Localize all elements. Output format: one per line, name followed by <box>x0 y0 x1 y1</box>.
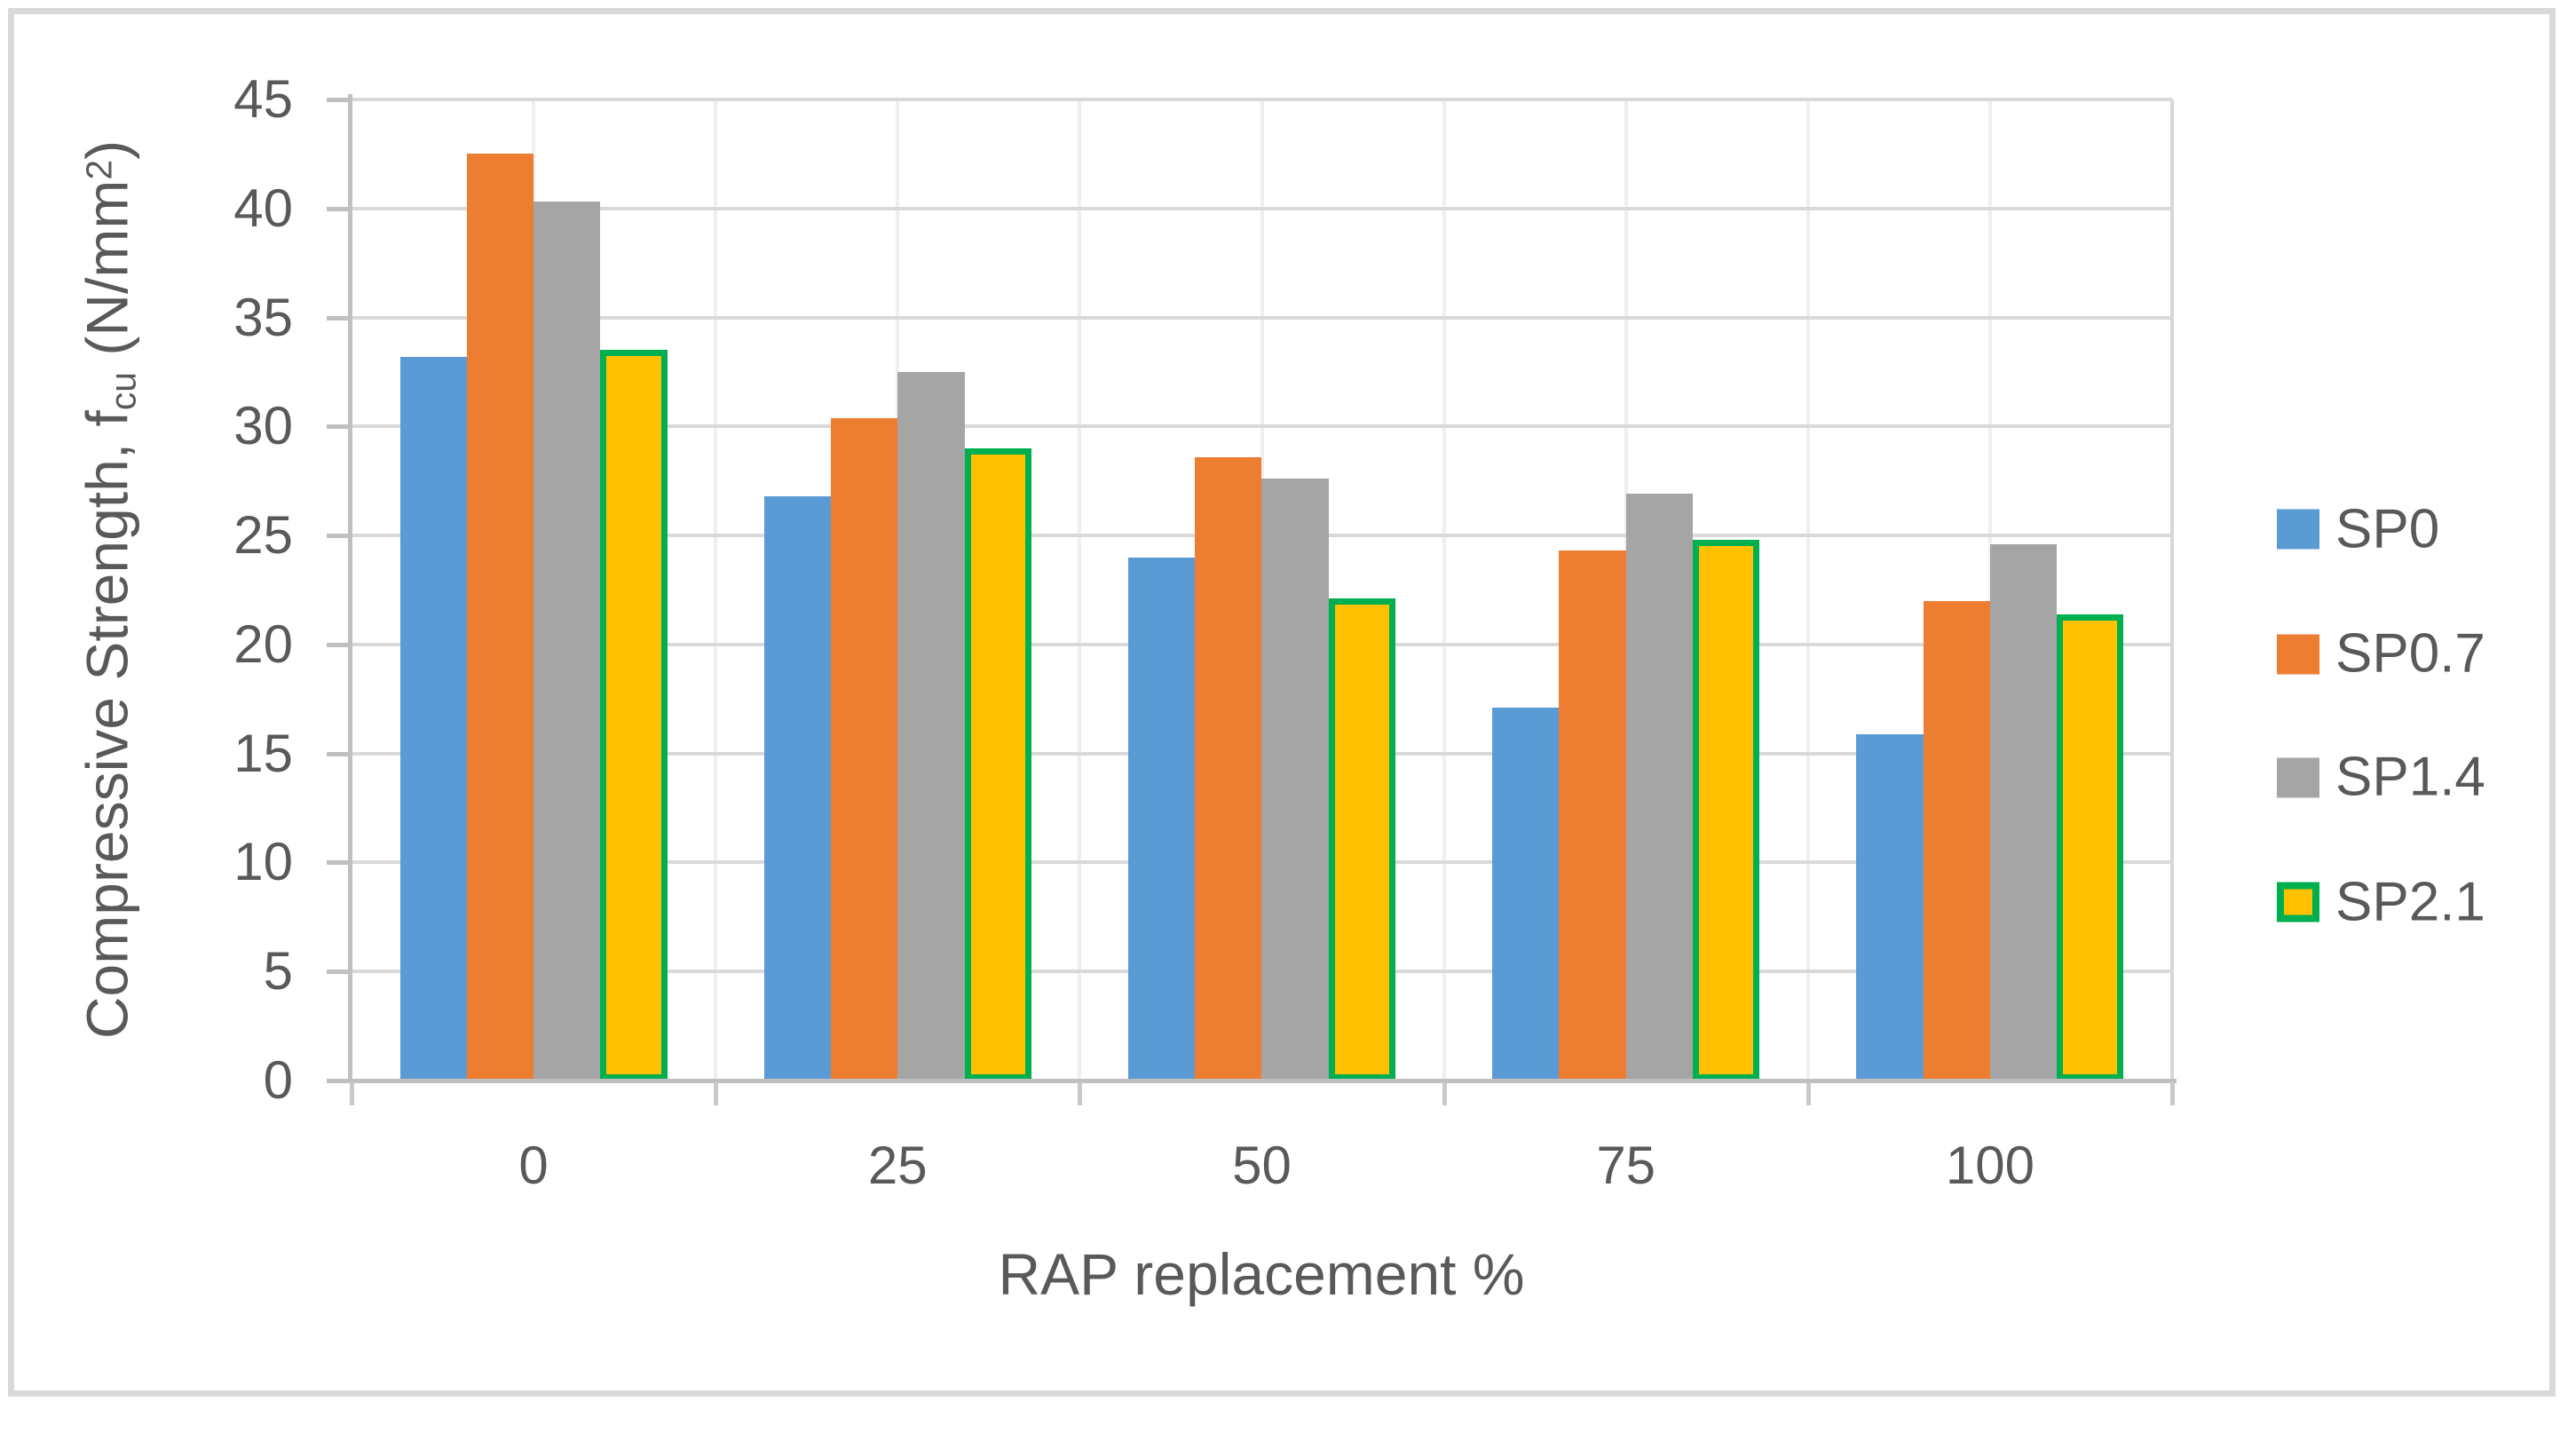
y-axis-title-text: ) <box>74 139 140 160</box>
bar-SP1.4-at-0 <box>533 202 601 1081</box>
y-tick-label-40: 40 <box>233 178 293 238</box>
bar-SP1.4-at-75 <box>1625 494 1693 1081</box>
legend-label-SP2.1: SP2.1 <box>2335 871 2485 932</box>
x-tick-label-0: 0 <box>518 1136 549 1195</box>
y-axis-line <box>348 94 352 1083</box>
gridline-horizontal <box>352 206 2172 210</box>
y-tick-mark <box>327 860 350 866</box>
bar-SP0.7-at-75 <box>1559 550 1626 1081</box>
x-tick-mark <box>1078 1082 1083 1105</box>
x-tick-label-50: 50 <box>1232 1136 1292 1195</box>
legend-swatch-SP2.1 <box>2277 882 2319 922</box>
y-tick-label-0: 0 <box>263 1050 293 1110</box>
x-tick-label-100: 100 <box>1945 1136 2035 1195</box>
x-tick-mark <box>1806 1082 1811 1105</box>
bar-group-50 <box>1079 99 1443 1081</box>
y-tick-mark <box>327 970 350 975</box>
y-tick-mark <box>327 98 350 102</box>
gridline-vertical <box>1078 99 1082 1081</box>
bar-group-0 <box>352 99 715 1081</box>
y-tick-label-10: 10 <box>233 832 293 892</box>
legend-swatch-SP0 <box>2277 509 2319 550</box>
y-tick-label-15: 15 <box>233 723 293 783</box>
gridline-horizontal <box>352 315 2172 320</box>
bar-SP0-at-0 <box>399 356 467 1081</box>
bar-SP0.7-at-0 <box>466 154 534 1081</box>
bar-SP2.1-at-0 <box>600 350 668 1081</box>
bar-SP2.1-at-75 <box>1692 540 1760 1081</box>
bar-group-100 <box>1808 99 2172 1081</box>
legend-item-SP0: SP0 <box>2277 502 2439 557</box>
y-tick-label-25: 25 <box>233 505 293 566</box>
bar-SP1.4-at-25 <box>897 371 965 1081</box>
legend-item-SP2.1: SP2.1 <box>2277 875 2485 930</box>
gridline-vertical <box>1806 99 1810 1081</box>
bar-SP0-at-100 <box>1856 733 1924 1081</box>
legend-swatch-SP1.4 <box>2277 757 2319 797</box>
x-tick-label-25: 25 <box>867 1136 928 1195</box>
gridline-horizontal <box>352 98 2172 101</box>
bar-SP2.1-at-25 <box>964 447 1031 1081</box>
legend-item-SP0.7: SP0.7 <box>2277 626 2485 681</box>
bar-SP2.1-at-100 <box>2057 614 2124 1081</box>
bar-group-75 <box>1444 99 1808 1081</box>
bar-groups <box>352 99 2172 1081</box>
bar-SP0-at-25 <box>763 495 831 1081</box>
x-tick-mark <box>2170 1082 2175 1105</box>
x-axis-title: RAP replacement % <box>998 1241 1525 1307</box>
y-tick-mark <box>327 1079 350 1083</box>
plot-area <box>352 98 2174 1081</box>
bar-SP0.7-at-100 <box>1923 600 1990 1081</box>
y-axis-title-superscript: 2 <box>78 159 120 180</box>
y-tick-label-5: 5 <box>263 941 293 1002</box>
bar-SP0-at-50 <box>1127 557 1196 1081</box>
y-tick-mark <box>327 534 350 539</box>
gridline-vertical <box>2170 99 2174 1081</box>
legend-item-SP1.4: SP1.4 <box>2277 749 2485 804</box>
bar-group-25 <box>715 99 1079 1081</box>
y-tick-label-20: 20 <box>233 614 293 674</box>
y-tick-label-30: 30 <box>233 396 293 456</box>
legend-swatch-SP0.7 <box>2277 634 2319 674</box>
bar-SP1.4-at-50 <box>1261 479 1329 1081</box>
y-tick-mark <box>327 751 350 756</box>
gridline-horizontal <box>352 424 2172 429</box>
y-tick-mark <box>327 206 350 211</box>
x-axis-line <box>348 1079 2177 1083</box>
bar-SP2.1-at-50 <box>1328 598 1396 1081</box>
x-tick-mark <box>1442 1082 1447 1105</box>
y-tick-label-45: 45 <box>233 69 293 129</box>
bar-SP1.4-at-100 <box>1989 543 2058 1081</box>
legend-label-SP0: SP0 <box>2335 498 2440 559</box>
legend-label-SP1.4: SP1.4 <box>2335 746 2485 808</box>
bar-SP0.7-at-25 <box>831 417 898 1081</box>
legend-label-SP0.7: SP0.7 <box>2335 622 2485 685</box>
y-tick-mark <box>327 315 350 321</box>
x-tick-mark <box>350 1082 354 1105</box>
y-tick-mark <box>327 424 350 430</box>
x-tick-mark <box>714 1082 719 1105</box>
gridline-vertical <box>1442 99 1446 1081</box>
gridline-vertical <box>714 99 718 1081</box>
bar-SP0.7-at-50 <box>1195 456 1262 1081</box>
y-tick-label-35: 35 <box>233 287 293 347</box>
bar-SP0-at-75 <box>1492 708 1560 1081</box>
y-axis-title: Compressive Strength, fcu (N/mm2) <box>67 140 154 1039</box>
y-tick-mark <box>327 642 350 647</box>
x-tick-label-75: 75 <box>1596 1136 1656 1195</box>
